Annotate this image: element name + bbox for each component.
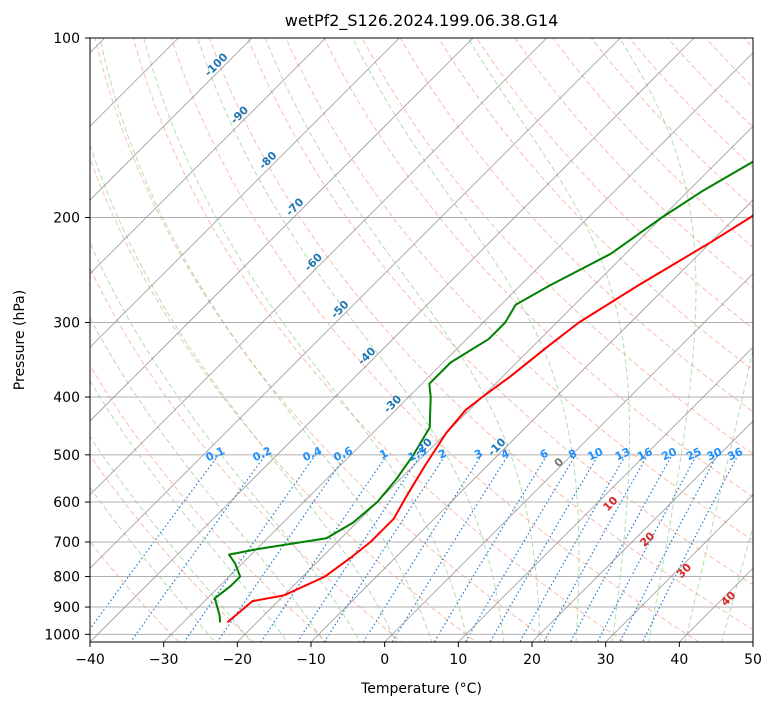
y-tick-label: 400 xyxy=(53,390,80,406)
x-tick-label: 50 xyxy=(744,652,762,668)
x-tick-label: −30 xyxy=(149,652,179,668)
isotherms xyxy=(90,38,753,642)
x-axis-ticks: −40 −30 −20 −10 0 10 20 30 40 50 xyxy=(75,642,762,668)
y-tick-label: 300 xyxy=(53,316,80,332)
pressure-gridlines xyxy=(90,38,753,635)
profile-series xyxy=(213,160,753,624)
y-tick-label: 700 xyxy=(53,535,80,551)
moist-adiabat xyxy=(90,316,325,642)
y-tick-label: 900 xyxy=(53,600,80,616)
x-tick-label: −10 xyxy=(296,652,326,668)
isotherm xyxy=(90,38,253,201)
dry-adiabat xyxy=(247,38,753,586)
temperature-line xyxy=(226,214,753,624)
x-tick-label: −40 xyxy=(75,652,105,668)
dry-adiabat xyxy=(476,38,753,330)
x-tick-label: 0 xyxy=(380,652,389,668)
dry-adiabat xyxy=(132,38,626,642)
chart-title: wetPf2_S126.2024.199.06.38.G14 xyxy=(285,11,559,31)
x-tick-label: 10 xyxy=(449,652,467,668)
isotherm xyxy=(90,38,695,642)
moist-adiabat xyxy=(264,38,541,642)
dry-adiabat xyxy=(170,38,700,642)
mixing-ratio-label: 16 xyxy=(635,445,655,463)
y-tick-label: 100 xyxy=(53,31,80,47)
dry-adiabat xyxy=(94,38,552,642)
dry-adiabat xyxy=(514,38,753,289)
dry-adiabat xyxy=(90,540,180,642)
mixing-ratio-label: 10 xyxy=(586,445,606,463)
plot-frame xyxy=(89,37,754,643)
plot-area xyxy=(90,38,753,642)
mixing-ratio-label: 20 xyxy=(660,445,680,463)
y-tick-label: 800 xyxy=(53,570,80,586)
y-axis-label: Pressure (hPa) xyxy=(12,290,28,390)
y-tick-label: 500 xyxy=(53,448,80,464)
moist-adiabat xyxy=(619,38,697,642)
dry-adiabat xyxy=(208,38,753,631)
x-tick-label: 20 xyxy=(523,652,541,668)
y-tick-label: 200 xyxy=(53,211,80,227)
x-tick-label: 30 xyxy=(597,652,615,668)
dry-adiabats xyxy=(90,38,753,642)
x-axis-label: Temperature (°C) xyxy=(360,681,482,697)
dry-adiabat xyxy=(90,364,329,642)
isotherm xyxy=(90,38,474,422)
isotherm xyxy=(90,38,621,569)
y-tick-label: 1000 xyxy=(44,627,80,643)
mixing-ratio-label: 25 xyxy=(684,445,703,463)
mixing-ratio-label: 30 xyxy=(705,445,725,463)
moist-adiabat xyxy=(467,38,630,642)
y-tick-label: 600 xyxy=(53,495,80,511)
isotherm xyxy=(310,199,753,642)
x-tick-label: −20 xyxy=(223,652,253,668)
dry-adiabat xyxy=(90,267,403,642)
isotherm xyxy=(458,346,753,642)
isotherm xyxy=(384,273,753,642)
mixing-ratio-label: 36 xyxy=(726,445,746,463)
isotherm xyxy=(90,38,547,496)
isotherm xyxy=(531,420,753,642)
dewpoint-line xyxy=(213,160,753,623)
isotherm xyxy=(90,38,400,348)
dry-adiabat xyxy=(90,454,254,642)
isotherm xyxy=(605,494,753,642)
y-axis-ticks: 1000 900 800 700 600 500 400 300 200 100 xyxy=(44,31,90,643)
mixing-ratio-label: 13 xyxy=(613,445,632,463)
isotherm xyxy=(237,125,753,642)
isotherm xyxy=(163,52,753,642)
moist-adiabat xyxy=(721,525,753,642)
isotherm xyxy=(90,38,326,275)
x-tick-label: 40 xyxy=(670,652,688,668)
dry-adiabat xyxy=(361,38,753,455)
